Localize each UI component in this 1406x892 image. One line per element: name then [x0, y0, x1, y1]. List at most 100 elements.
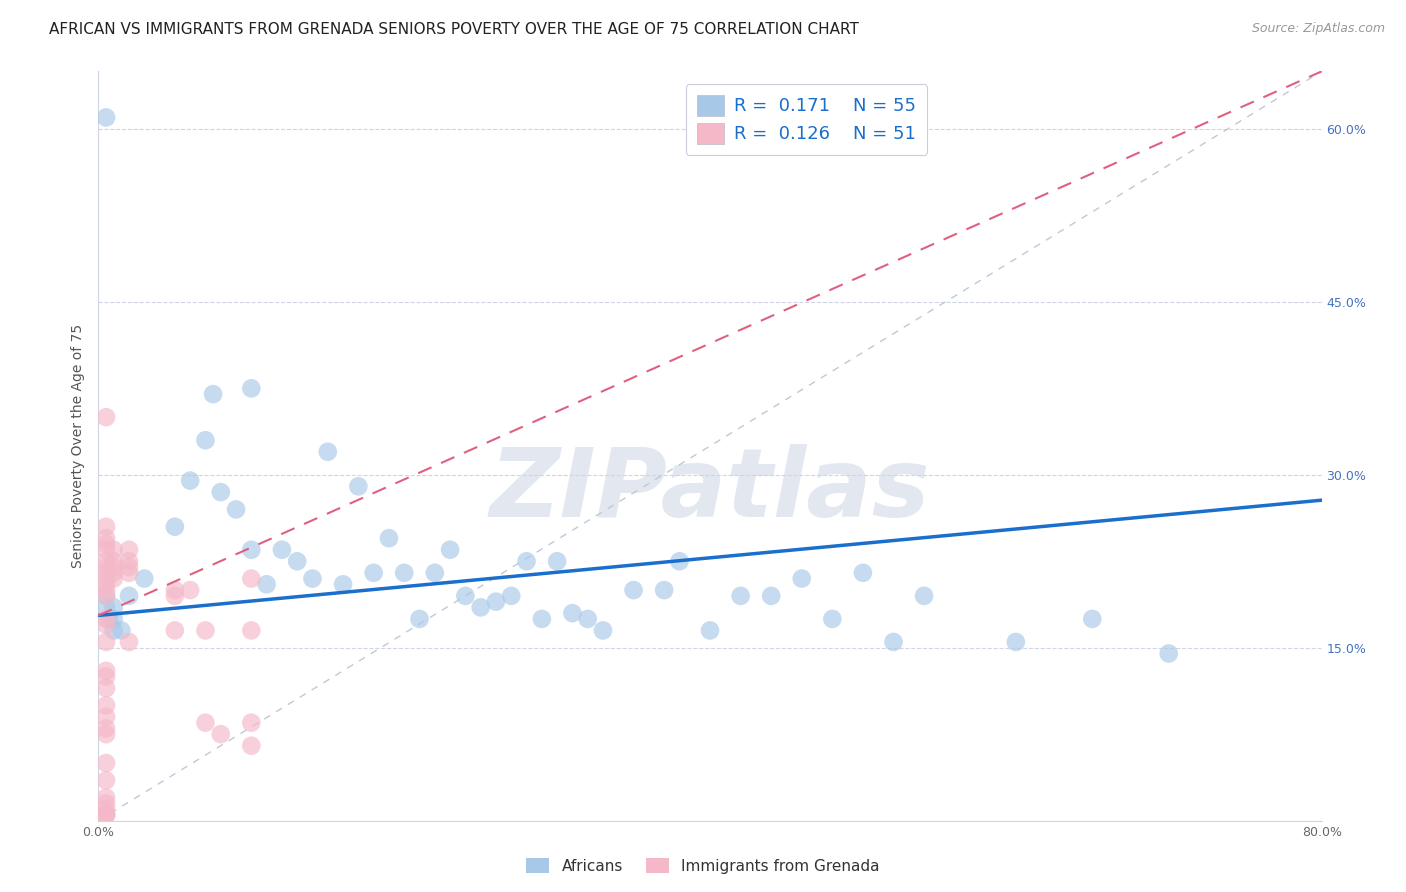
Point: [103, 600, 125, 615]
Point: [470, 600, 492, 615]
Point: [163, 624, 186, 638]
Point: [94, 727, 117, 741]
Point: [94, 577, 117, 591]
Point: [94, 797, 117, 811]
Point: [94, 560, 117, 574]
Point: [103, 542, 125, 557]
Point: [285, 554, 308, 568]
Point: [118, 560, 141, 574]
Point: [94, 722, 117, 736]
Point: [1157, 647, 1180, 661]
Point: [454, 589, 477, 603]
Point: [94, 519, 117, 533]
Point: [194, 434, 217, 448]
Point: [94, 802, 117, 816]
Point: [623, 583, 645, 598]
Point: [98, 612, 121, 626]
Point: [852, 566, 875, 580]
Point: [316, 444, 339, 458]
Point: [576, 612, 599, 626]
Point: [179, 474, 201, 488]
Point: [592, 624, 614, 638]
Point: [103, 560, 125, 574]
Point: [94, 572, 117, 586]
Point: [378, 531, 401, 545]
Point: [94, 681, 117, 695]
Point: [485, 594, 508, 608]
Text: AFRICAN VS IMMIGRANTS FROM GRENADA SENIORS POVERTY OVER THE AGE OF 75 CORRELATIO: AFRICAN VS IMMIGRANTS FROM GRENADA SENIO…: [49, 22, 859, 37]
Point: [118, 566, 141, 580]
Point: [94, 589, 117, 603]
Point: [301, 572, 323, 586]
Point: [423, 566, 446, 580]
Point: [240, 715, 263, 730]
Point: [94, 808, 117, 822]
Point: [202, 387, 225, 401]
Point: [561, 606, 583, 620]
Point: [240, 572, 263, 586]
Point: [699, 624, 721, 638]
Point: [225, 502, 247, 516]
Point: [256, 577, 278, 591]
Point: [790, 572, 813, 586]
Point: [103, 554, 125, 568]
Point: [94, 808, 117, 822]
Point: [363, 566, 385, 580]
Point: [94, 583, 117, 598]
Point: [332, 577, 354, 591]
Point: [194, 715, 217, 730]
Legend: R =  0.171    N = 55, R =  0.126    N = 51: R = 0.171 N = 55, R = 0.126 N = 51: [686, 84, 928, 154]
Y-axis label: Seniors Poverty Over the Age of 75: Seniors Poverty Over the Age of 75: [72, 324, 86, 568]
Point: [103, 572, 125, 586]
Point: [94, 756, 117, 770]
Point: [94, 808, 117, 822]
Point: [94, 790, 117, 805]
Text: Source: ZipAtlas.com: Source: ZipAtlas.com: [1251, 22, 1385, 36]
Point: [94, 773, 117, 788]
Point: [118, 542, 141, 557]
Point: [94, 669, 117, 683]
Point: [94, 710, 117, 724]
Point: [163, 583, 186, 598]
Point: [730, 589, 752, 603]
Point: [912, 589, 935, 603]
Point: [530, 612, 553, 626]
Point: [94, 612, 117, 626]
Point: [408, 612, 430, 626]
Point: [134, 572, 156, 586]
Text: ZIPatlas: ZIPatlas: [489, 444, 931, 538]
Point: [103, 624, 125, 638]
Point: [94, 635, 117, 649]
Point: [103, 612, 125, 626]
Point: [209, 485, 232, 500]
Point: [883, 635, 905, 649]
Point: [209, 727, 232, 741]
Point: [163, 589, 186, 603]
Point: [1081, 612, 1104, 626]
Point: [759, 589, 782, 603]
Point: [1004, 635, 1026, 649]
Point: [546, 554, 568, 568]
Point: [94, 410, 117, 425]
Point: [240, 739, 263, 753]
Point: [347, 479, 370, 493]
Point: [94, 698, 117, 713]
Point: [163, 519, 186, 533]
Point: [270, 542, 292, 557]
Point: [240, 542, 263, 557]
Point: [118, 589, 141, 603]
Point: [240, 381, 263, 395]
Point: [94, 537, 117, 551]
Point: [94, 566, 117, 580]
Point: [118, 554, 141, 568]
Point: [501, 589, 523, 603]
Point: [94, 617, 117, 632]
Point: [194, 624, 217, 638]
Point: [668, 554, 690, 568]
Point: [94, 531, 117, 545]
Point: [240, 624, 263, 638]
Point: [118, 635, 141, 649]
Point: [439, 542, 461, 557]
Point: [94, 589, 117, 603]
Point: [94, 554, 117, 568]
